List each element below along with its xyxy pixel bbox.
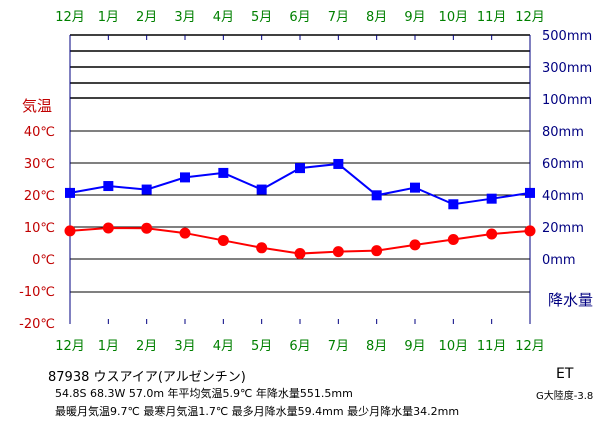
month-label: 4月 xyxy=(213,339,234,354)
temperature-point xyxy=(256,242,268,254)
grid-lines xyxy=(70,34,530,293)
month-label: 10月 xyxy=(439,10,469,25)
month-label: 11月 xyxy=(477,10,507,25)
precipitation-point xyxy=(103,181,114,192)
continentality-index: G大陸度-3.8 xyxy=(536,391,594,402)
precipitation-point xyxy=(410,182,420,193)
precipitation-point xyxy=(65,187,75,198)
month-label: 8月 xyxy=(366,339,387,354)
month-label: 1月 xyxy=(98,339,119,354)
precipitation-tick-label: 0mm xyxy=(542,253,576,268)
month-label: 4月 xyxy=(213,10,234,25)
temperature-point xyxy=(371,245,383,257)
month-label: 1月 xyxy=(98,10,119,25)
month-label: 12月 xyxy=(515,10,545,25)
station-name: 87938 ウスアイア(アルゼンチン) xyxy=(48,370,246,385)
precipitation-point xyxy=(256,184,267,195)
temperature-point xyxy=(332,246,344,258)
temperature-tick-label: 40℃ xyxy=(24,125,55,140)
temperature-point xyxy=(102,222,114,234)
temperature-point xyxy=(179,227,191,239)
temperature-ticks: 40℃ 30℃ 20℃ 10℃ 0℃ -10℃ -20℃ xyxy=(19,125,55,332)
precipitation-tick-label: 100mm xyxy=(542,93,592,108)
month-label: 9月 xyxy=(404,10,425,25)
month-label: 12月 xyxy=(55,10,85,25)
precipitation-point xyxy=(295,163,305,174)
month-label: 7月 xyxy=(328,339,349,354)
precipitation-point xyxy=(371,190,382,201)
month-label: 7月 xyxy=(328,10,349,25)
temperature-tick-label: 30℃ xyxy=(24,157,55,172)
month-label: 3月 xyxy=(174,339,195,354)
precipitation-point xyxy=(218,167,229,178)
precipitation-point xyxy=(180,172,190,183)
precipitation-axis-label: 降水量 xyxy=(548,291,593,309)
month-label: 11月 xyxy=(477,339,507,354)
month-label: 9月 xyxy=(404,339,425,354)
month-labels-bottom: 12月 1月 2月 3月 4月 5月 6月 7月 8月 9月 10月 11月 12月 xyxy=(55,339,545,354)
month-label: 12月 xyxy=(515,339,545,354)
month-label: 6月 xyxy=(289,339,310,354)
month-labels-top: 12月 1月 2月 3月 4月 5月 6月 7月 8月 9月 10月 11月 12月 xyxy=(55,10,545,25)
precipitation-tick-label: 20mm xyxy=(542,221,584,236)
temperature-tick-label: 0℃ xyxy=(32,253,55,268)
temperature-axis-label: 気温 xyxy=(22,97,52,115)
precipitation-point xyxy=(333,158,344,169)
month-label: 5月 xyxy=(251,10,272,25)
temperature-point xyxy=(141,222,153,234)
temperature-tick-label: 20℃ xyxy=(24,189,55,204)
temperature-tick-label: -10℃ xyxy=(19,285,55,300)
precipitation-tick-label: 80mm xyxy=(542,125,584,140)
month-label: 6月 xyxy=(289,10,310,25)
month-label: 2月 xyxy=(136,339,157,354)
climate-classification: ET xyxy=(556,366,574,382)
temperature-point xyxy=(447,233,459,245)
series xyxy=(64,158,536,260)
temperature-point xyxy=(294,248,306,260)
temperature-tick-label: 10℃ xyxy=(24,221,55,236)
month-label: 10月 xyxy=(439,339,469,354)
temperature-point xyxy=(217,234,229,246)
precipitation-point xyxy=(525,187,535,198)
station-stats-line2: 最暖月気温9.7℃ 最寒月気温1.7℃ 最多月降水量59.4mm 最少月降水量3… xyxy=(55,405,460,418)
precipitation-tick-label: 300mm xyxy=(542,61,592,76)
month-label: 2月 xyxy=(136,10,157,25)
precipitation-point xyxy=(448,199,459,210)
temperature-tick-label: -20℃ xyxy=(19,317,55,332)
temperature-point xyxy=(409,239,421,251)
temperature-point xyxy=(524,225,536,237)
precipitation-point xyxy=(141,184,152,195)
month-label: 8月 xyxy=(366,10,387,25)
temperature-point xyxy=(64,225,76,237)
precipitation-ticks: 0mm 20mm 40mm 60mm 80mm 100mm 300mm 500mm xyxy=(542,29,592,268)
month-label: 12月 xyxy=(55,339,85,354)
month-label: 5月 xyxy=(251,339,272,354)
precipitation-tick-label: 60mm xyxy=(542,157,584,172)
station-stats-line1: 54.8S 68.3W 57.0m 年平均気温5.9℃ 年降水量551.5mm xyxy=(55,387,353,400)
month-label: 3月 xyxy=(174,10,195,25)
axes xyxy=(69,35,531,324)
precipitation-tick-label: 500mm xyxy=(542,29,592,44)
precipitation-point xyxy=(486,193,497,204)
precipitation-tick-label: 40mm xyxy=(542,189,584,204)
temperature-point xyxy=(486,228,498,240)
